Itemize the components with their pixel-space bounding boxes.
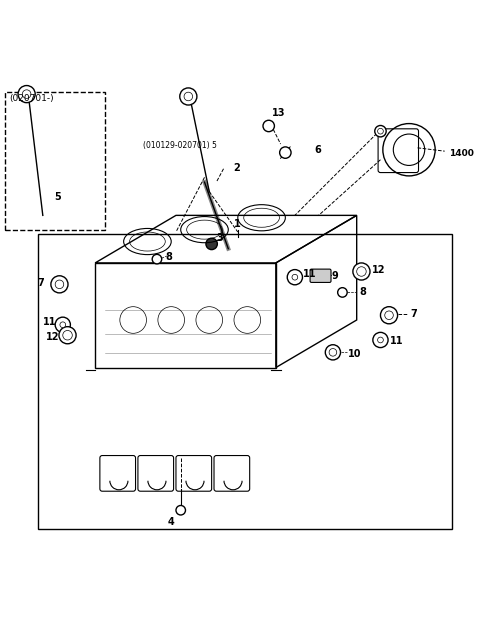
Circle shape	[325, 345, 340, 360]
Circle shape	[152, 254, 162, 264]
Circle shape	[23, 90, 31, 99]
Circle shape	[180, 88, 197, 105]
Text: (010129-020701) 5: (010129-020701) 5	[143, 141, 216, 150]
Circle shape	[292, 275, 298, 280]
Circle shape	[357, 267, 366, 276]
Text: 1: 1	[234, 219, 241, 228]
Text: 11: 11	[303, 269, 317, 279]
Text: 5: 5	[55, 192, 61, 202]
Text: 6: 6	[314, 145, 321, 155]
Text: 11: 11	[390, 337, 404, 346]
Text: 2: 2	[233, 163, 240, 173]
Circle shape	[18, 86, 35, 102]
Circle shape	[206, 238, 217, 250]
Circle shape	[55, 317, 71, 332]
FancyBboxPatch shape	[310, 269, 331, 282]
Circle shape	[51, 276, 68, 293]
Text: 12: 12	[372, 265, 386, 275]
Text: 7: 7	[37, 278, 44, 288]
Circle shape	[378, 129, 384, 134]
Text: 8: 8	[359, 287, 366, 298]
Circle shape	[381, 307, 397, 324]
Circle shape	[329, 349, 336, 356]
Text: 1400: 1400	[449, 149, 474, 158]
Circle shape	[337, 287, 347, 297]
Circle shape	[176, 506, 185, 515]
Text: 7: 7	[410, 309, 417, 319]
Circle shape	[263, 120, 275, 132]
Circle shape	[60, 322, 66, 328]
Circle shape	[373, 332, 388, 348]
Circle shape	[375, 125, 386, 137]
Text: 4: 4	[168, 517, 175, 527]
Circle shape	[184, 92, 192, 100]
Text: 13: 13	[272, 108, 286, 118]
Text: 10: 10	[348, 349, 361, 359]
Text: (020701-): (020701-)	[10, 94, 54, 103]
Text: 11: 11	[43, 317, 56, 327]
Circle shape	[385, 311, 393, 319]
Circle shape	[63, 330, 72, 340]
Text: 9: 9	[332, 271, 339, 281]
Text: 8: 8	[166, 252, 172, 262]
Circle shape	[353, 263, 370, 280]
Circle shape	[55, 280, 64, 289]
Circle shape	[378, 337, 384, 343]
Circle shape	[59, 326, 76, 344]
Text: 12: 12	[46, 332, 60, 342]
Text: 3: 3	[216, 233, 223, 243]
Circle shape	[287, 269, 302, 285]
Circle shape	[280, 147, 291, 158]
